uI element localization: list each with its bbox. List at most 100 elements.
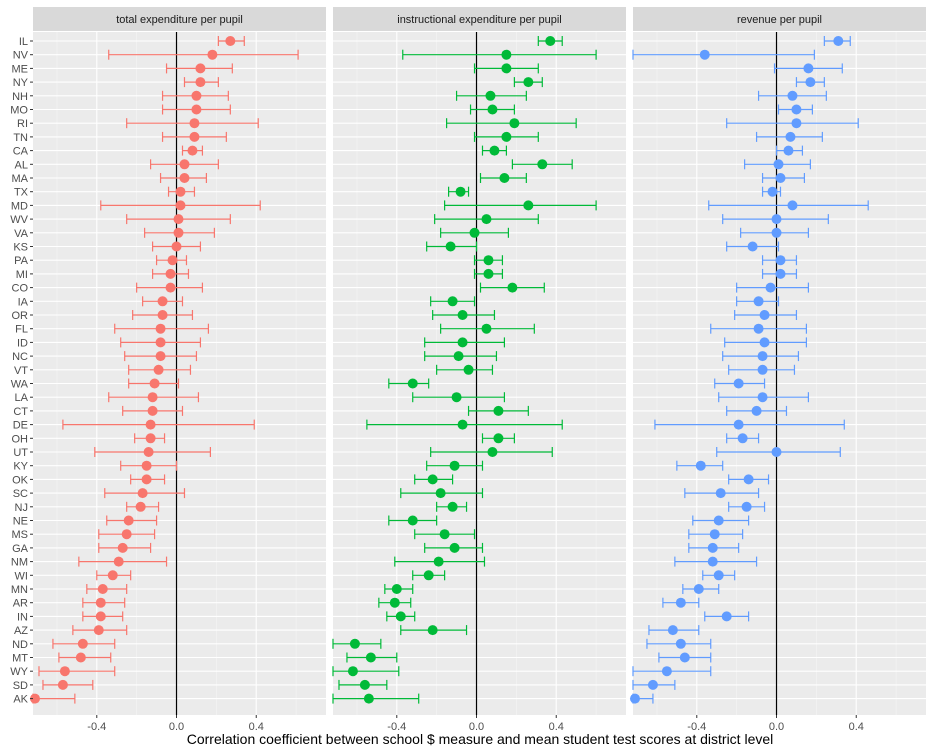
point-oh <box>737 433 748 444</box>
y-tick-label-ri: RI <box>17 118 28 130</box>
point-nm <box>707 556 718 567</box>
point-mi <box>483 268 494 279</box>
point-sc <box>137 488 148 499</box>
point-vt <box>463 364 474 375</box>
point-pa <box>775 255 786 266</box>
y-tick-label-ky: KY <box>13 461 28 473</box>
point-ri <box>791 118 802 129</box>
x-tick-label: 0.0 <box>169 721 184 733</box>
x-tick-label: -0.4 <box>687 721 706 733</box>
point-wv <box>173 214 184 225</box>
point-mt <box>365 652 376 663</box>
point-wi <box>423 570 434 581</box>
y-tick-label-ga: GA <box>12 543 29 555</box>
y-tick-label-al: AL <box>15 159 28 171</box>
point-ri <box>189 118 200 129</box>
point-tx <box>175 186 186 197</box>
y-tick-label-ks: KS <box>13 242 28 254</box>
point-nv <box>207 49 218 60</box>
point-ks <box>171 241 182 252</box>
y-tick-label-nh: NH <box>12 91 28 103</box>
point-co <box>507 282 518 293</box>
point-oh <box>493 433 504 444</box>
y-tick-label-ny: NY <box>13 77 29 89</box>
point-id <box>457 337 468 348</box>
panel-strip-2 <box>333 7 626 31</box>
point-ks <box>445 241 456 252</box>
point-pa <box>167 255 178 266</box>
point-ak <box>29 693 40 704</box>
point-va <box>469 227 480 238</box>
point-de <box>145 419 156 430</box>
point-id <box>759 337 770 348</box>
point-il <box>545 36 556 46</box>
point-ok <box>427 474 438 485</box>
point-ky <box>141 460 152 471</box>
errorbar-wy <box>332 666 400 677</box>
errorbar-ak <box>332 693 420 704</box>
point-wa <box>733 378 744 389</box>
point-mn <box>693 584 704 594</box>
point-ny <box>805 77 816 88</box>
y-tick-label-sc: SC <box>13 488 28 500</box>
point-mt <box>679 652 690 663</box>
point-ky <box>449 460 460 471</box>
y-tick-label-ne: NE <box>13 516 28 528</box>
point-mo <box>487 104 498 115</box>
point-sd <box>359 679 370 690</box>
point-al <box>179 159 190 170</box>
y-tick-label-co: CO <box>12 283 29 295</box>
point-ut <box>143 447 154 457</box>
y-tick-label-ut: UT <box>13 447 28 459</box>
point-wy <box>59 666 70 677</box>
point-ia <box>447 296 458 307</box>
point-oh <box>145 433 156 444</box>
point-nd <box>675 638 686 649</box>
point-ga <box>707 542 718 553</box>
panel-2: instructional expenditure per pupil -0.4 0… <box>332 7 626 733</box>
point-nh <box>787 90 798 101</box>
point-in <box>95 611 106 622</box>
point-ok <box>141 474 152 485</box>
point-wy <box>347 666 358 677</box>
point-mn <box>391 584 402 594</box>
point-mt <box>75 652 86 663</box>
panel-title-2: instructional expenditure per pupil <box>397 14 562 26</box>
panel-title-1: total expenditure per pupil <box>116 14 243 26</box>
point-vt <box>153 364 164 375</box>
point-la <box>147 392 158 403</box>
y-tick-label-me: ME <box>12 63 29 75</box>
y-tick-label-wv: WV <box>10 214 28 226</box>
x-tick-label: 0.4 <box>849 721 864 733</box>
y-tick-label-id: ID <box>17 337 28 349</box>
y-tick-label-tn: TN <box>13 132 28 144</box>
point-md <box>523 200 534 211</box>
point-nm <box>113 556 124 567</box>
panel-background-1 <box>33 32 326 715</box>
point-wi <box>107 570 118 581</box>
errorbar-de <box>62 419 255 430</box>
point-al <box>773 159 784 170</box>
point-ma <box>775 173 786 183</box>
y-tick-label-mn: MN <box>11 584 28 596</box>
y-tick-label-or: OR <box>12 310 29 322</box>
point-ak <box>629 693 640 704</box>
errorbar-de <box>654 419 845 430</box>
point-mn <box>97 584 108 594</box>
point-nc <box>757 351 768 362</box>
panel-strip-3 <box>633 7 926 31</box>
errorbar-nv <box>108 49 299 60</box>
point-ok <box>743 474 754 485</box>
point-la <box>451 392 462 403</box>
point-me <box>501 63 512 74</box>
point-mi <box>775 268 786 279</box>
y-tick-label-ca: CA <box>13 146 29 158</box>
point-or <box>759 310 770 320</box>
point-vt <box>757 364 768 375</box>
point-ms <box>121 529 132 540</box>
point-mo <box>791 104 802 115</box>
point-al <box>537 159 548 170</box>
errorbar-nv <box>632 49 815 60</box>
